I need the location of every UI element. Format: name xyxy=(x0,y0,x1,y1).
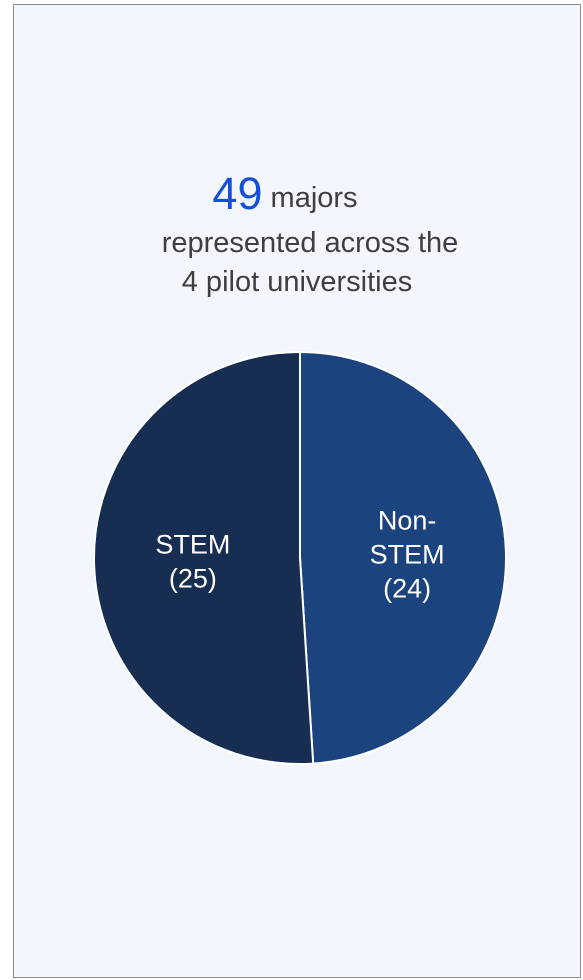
pie-labels: Non- STEM (24) STEM (25) xyxy=(155,506,444,604)
headline-line-3: 4 pilot universities xyxy=(181,266,413,298)
major-count-unit: majors xyxy=(270,182,358,214)
headline: 49 majors represented across the 4 pilot… xyxy=(14,168,580,302)
pie-slices xyxy=(93,350,507,765)
pie-label-0-line-1: STEM xyxy=(370,540,445,570)
pie-label-0-line-2: (24) xyxy=(383,574,431,604)
pie-label-0-line-0: Non- xyxy=(378,506,437,536)
pie-label-1-line-0: STEM xyxy=(155,529,230,559)
headline-line-2: represented across the xyxy=(161,227,459,259)
pie-slice-1 xyxy=(93,350,315,765)
headline-line-1: 49 majors xyxy=(2,168,568,224)
major-count: 49 xyxy=(212,168,263,219)
pie-label-1-line-1: (25) xyxy=(169,563,217,593)
pie-slice-0 xyxy=(299,350,507,765)
